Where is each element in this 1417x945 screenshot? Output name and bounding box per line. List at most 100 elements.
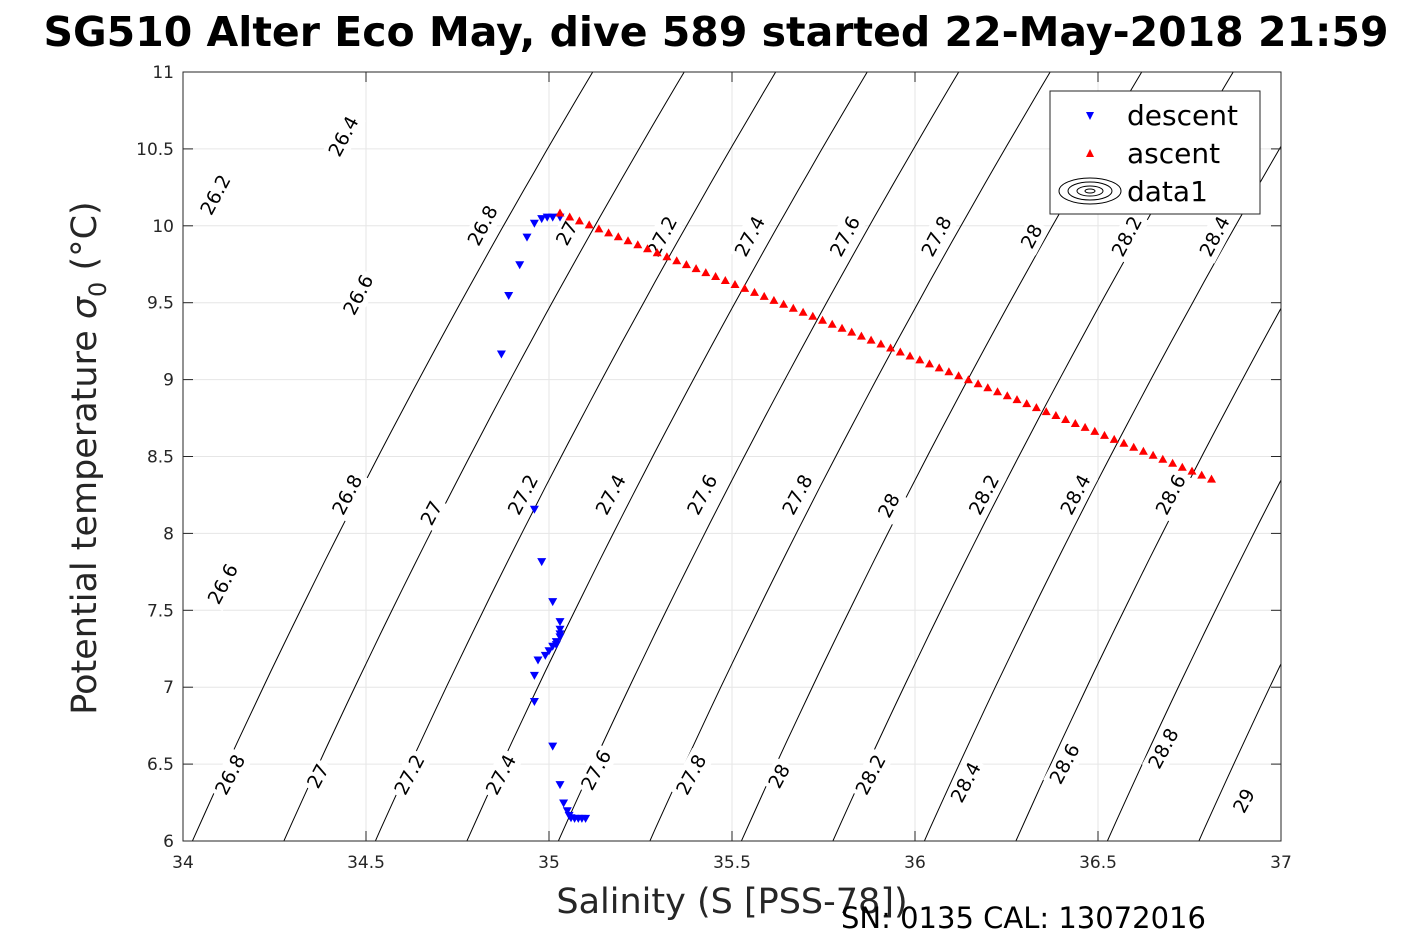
- contour-label-bg: [1105, 209, 1150, 264]
- ascent-point: [1177, 462, 1187, 471]
- ascent-point: [613, 232, 623, 241]
- ascent-point: [584, 220, 594, 229]
- ascent-point: [1187, 466, 1197, 475]
- ascent-point: [798, 307, 808, 316]
- ascent-point: [720, 276, 730, 284]
- ascent-point: [1061, 415, 1071, 423]
- y-axis-label: Potential temperature σ0 (°C): [65, 201, 112, 714]
- ascent-point: [934, 363, 944, 372]
- y-tick-label: 8.5: [147, 448, 174, 468]
- y-tick-label: 10: [152, 217, 174, 237]
- contour-label-bg: [1226, 782, 1263, 820]
- descent-point: [529, 698, 539, 706]
- ascent-point: [876, 339, 886, 348]
- ascent-point: [1168, 458, 1178, 467]
- ascent-point: [925, 359, 934, 368]
- ascent-point: [993, 387, 1002, 396]
- ascent-point: [750, 287, 759, 296]
- contour-label-bg: [201, 557, 246, 612]
- ascent-point: [574, 216, 584, 225]
- y-axis-label-main: Potential temperature: [65, 319, 105, 715]
- y-tick-label: 9.5: [147, 294, 174, 314]
- ascent-point: [837, 323, 847, 332]
- ascent-point: [915, 355, 925, 364]
- x-tick-label: 35: [538, 853, 560, 873]
- x-tick-label: 35.5: [713, 853, 751, 873]
- y-tick-label: 7.5: [147, 601, 174, 621]
- descent-point: [537, 215, 547, 224]
- ascent-point: [866, 335, 876, 344]
- ascent-point: [905, 351, 915, 360]
- contour-label-bg: [208, 747, 253, 802]
- contour-label-bg: [761, 757, 798, 796]
- descent-point: [537, 558, 547, 567]
- contour-label-bg: [962, 467, 1007, 522]
- descent-point: [529, 671, 539, 680]
- y-axis-label-subscript: 0: [84, 282, 112, 297]
- x-tick-label: 37: [1270, 853, 1292, 873]
- contour-label-bg: [871, 486, 908, 525]
- contour-label-bg: [823, 209, 868, 264]
- legend[interactable]: descent ascent data1: [1049, 90, 1261, 215]
- contour-label-bg: [336, 268, 381, 322]
- ascent-point: [623, 236, 633, 245]
- ascent-point: [856, 331, 866, 340]
- contour-label-bg: [193, 168, 238, 222]
- ascent-point: [895, 347, 905, 356]
- contour-line: [1106, 479, 1281, 841]
- x-tick-label: 36: [904, 853, 926, 873]
- y-tick-label: 11: [152, 63, 174, 83]
- ascent-point: [788, 303, 798, 312]
- ascent-point: [954, 371, 964, 380]
- descent-point: [555, 618, 565, 627]
- ascent-point: [643, 244, 652, 253]
- y-tick-label: 10.5: [136, 140, 174, 160]
- ascent-point: [808, 311, 818, 320]
- contour-label-bg: [1141, 721, 1186, 776]
- contour-label: 27.4: [728, 209, 773, 264]
- ascent-point: [769, 295, 779, 304]
- ascent-point: [847, 327, 857, 336]
- ascent-point: [1080, 422, 1090, 431]
- y-tick-label: 8: [163, 524, 174, 544]
- ascent-point: [1207, 474, 1216, 483]
- descent-point: [548, 642, 558, 651]
- descent-point: [548, 598, 558, 607]
- contour-label-bg: [640, 209, 685, 264]
- contour-line: [1325, 821, 1391, 945]
- ascent-point: [944, 367, 954, 376]
- contour-label-bg: [300, 757, 337, 796]
- ascent-point: [983, 383, 993, 392]
- x-tick-label: 34: [172, 853, 194, 873]
- ascent-point: [973, 379, 983, 388]
- contour-label-bg: [728, 209, 773, 264]
- descent-point: [562, 807, 572, 816]
- contour-label-bg: [915, 209, 959, 264]
- ascent-point: [594, 224, 604, 233]
- ascent-point: [604, 228, 614, 237]
- descent-point: [548, 742, 558, 751]
- ascent-point: [691, 264, 701, 273]
- contour-label-bg: [414, 494, 450, 533]
- contour-label-bg: [574, 743, 619, 798]
- ascent-point: [1100, 430, 1109, 439]
- contour-label-bg: [322, 109, 366, 164]
- descent-point: [496, 350, 506, 359]
- contour-label-bg: [849, 747, 894, 802]
- contour-label-bg: [1149, 467, 1194, 522]
- contour-label-bg: [387, 747, 432, 802]
- descent-point: [555, 781, 565, 790]
- contour-label-bg: [461, 198, 506, 253]
- y-tick-label: 6: [163, 832, 174, 852]
- x-tick-label: 36.5: [1079, 853, 1117, 873]
- ascent-point: [1158, 454, 1168, 463]
- ascent-point: [886, 343, 896, 352]
- ascent-point: [1041, 407, 1051, 416]
- data-series: [496, 208, 1216, 823]
- descent-point: [548, 213, 558, 222]
- legend-contour-icon: [1058, 177, 1122, 205]
- ascent-point: [1109, 434, 1119, 443]
- contour-label-bg: [1043, 737, 1088, 792]
- ascent-point: [818, 315, 827, 324]
